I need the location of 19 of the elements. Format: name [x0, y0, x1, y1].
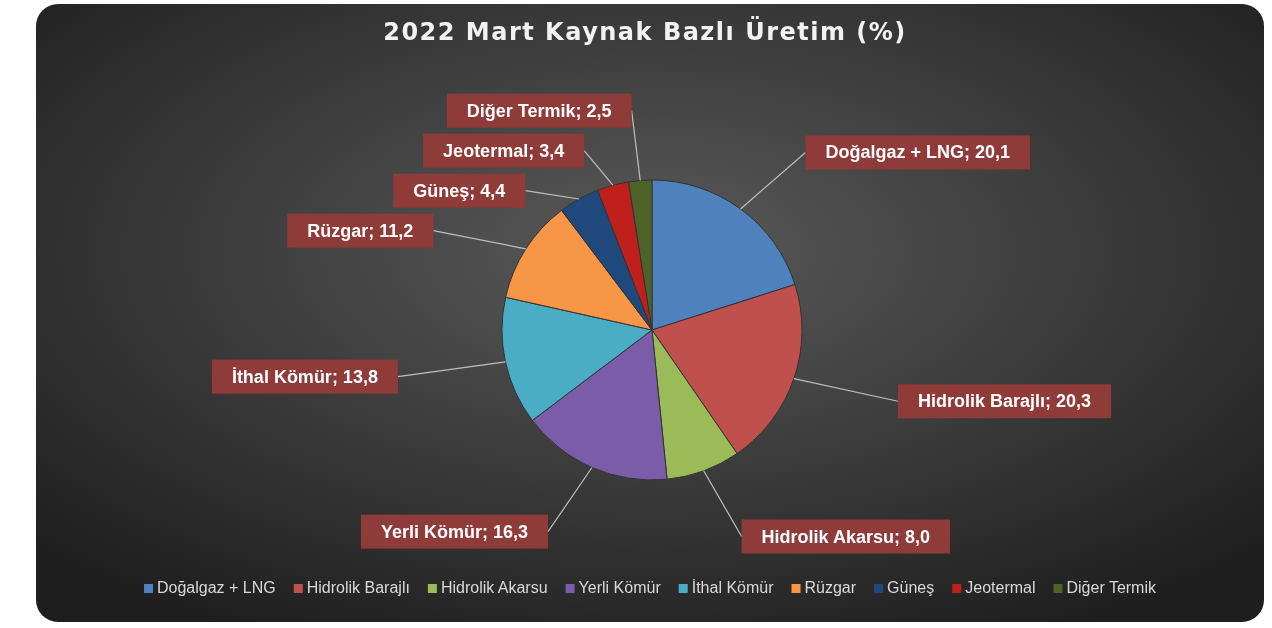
chart-title: 2022 Mart Kaynak Bazlı Üretim (%) [383, 16, 907, 46]
legend-label: Jeotermal [965, 579, 1036, 596]
data-label: Rüzgar; 11,2 [307, 220, 414, 241]
data-label: İthal Kömür; 13,8 [231, 366, 378, 387]
legend-label: Rüzgar [804, 579, 857, 596]
legend-label: Doğalgaz + LNG [157, 579, 276, 596]
legend-label: Hidrolik Akarsu [440, 579, 548, 596]
legend-label: Yerli Kömür [578, 579, 662, 596]
data-label: Jeotermal; 3,4 [443, 140, 565, 161]
legend-label: Güneş [887, 579, 935, 596]
data-label: Yerli Kömür; 16,3 [380, 521, 528, 542]
legend-label: Hidrolik Barajlı [306, 579, 410, 596]
legend-label: Diğer Termik [1066, 579, 1157, 596]
data-label: Diğer Termik; 2,5 [466, 100, 612, 121]
data-label: Hidrolik Barajlı; 20,3 [917, 391, 1092, 412]
data-label: Hidrolik Akarsu; 8,0 [761, 526, 930, 547]
legend-label: İthal Kömür [691, 578, 775, 596]
data-label: Güneş; 4,4 [413, 180, 506, 201]
data-label: Doğalgaz + LNG; 20,1 [825, 142, 1011, 163]
